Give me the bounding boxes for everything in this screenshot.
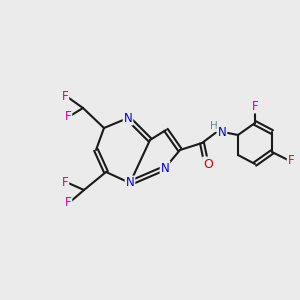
- Text: F: F: [65, 110, 71, 122]
- Text: F: F: [62, 89, 68, 103]
- Text: H: H: [210, 121, 218, 131]
- Text: F: F: [65, 196, 71, 208]
- Text: N: N: [218, 127, 226, 140]
- Text: F: F: [252, 100, 258, 112]
- Text: N: N: [160, 161, 169, 175]
- Text: N: N: [126, 176, 134, 190]
- Text: O: O: [203, 158, 213, 170]
- Text: F: F: [288, 154, 294, 166]
- Text: N: N: [124, 112, 132, 124]
- Text: F: F: [62, 176, 68, 188]
